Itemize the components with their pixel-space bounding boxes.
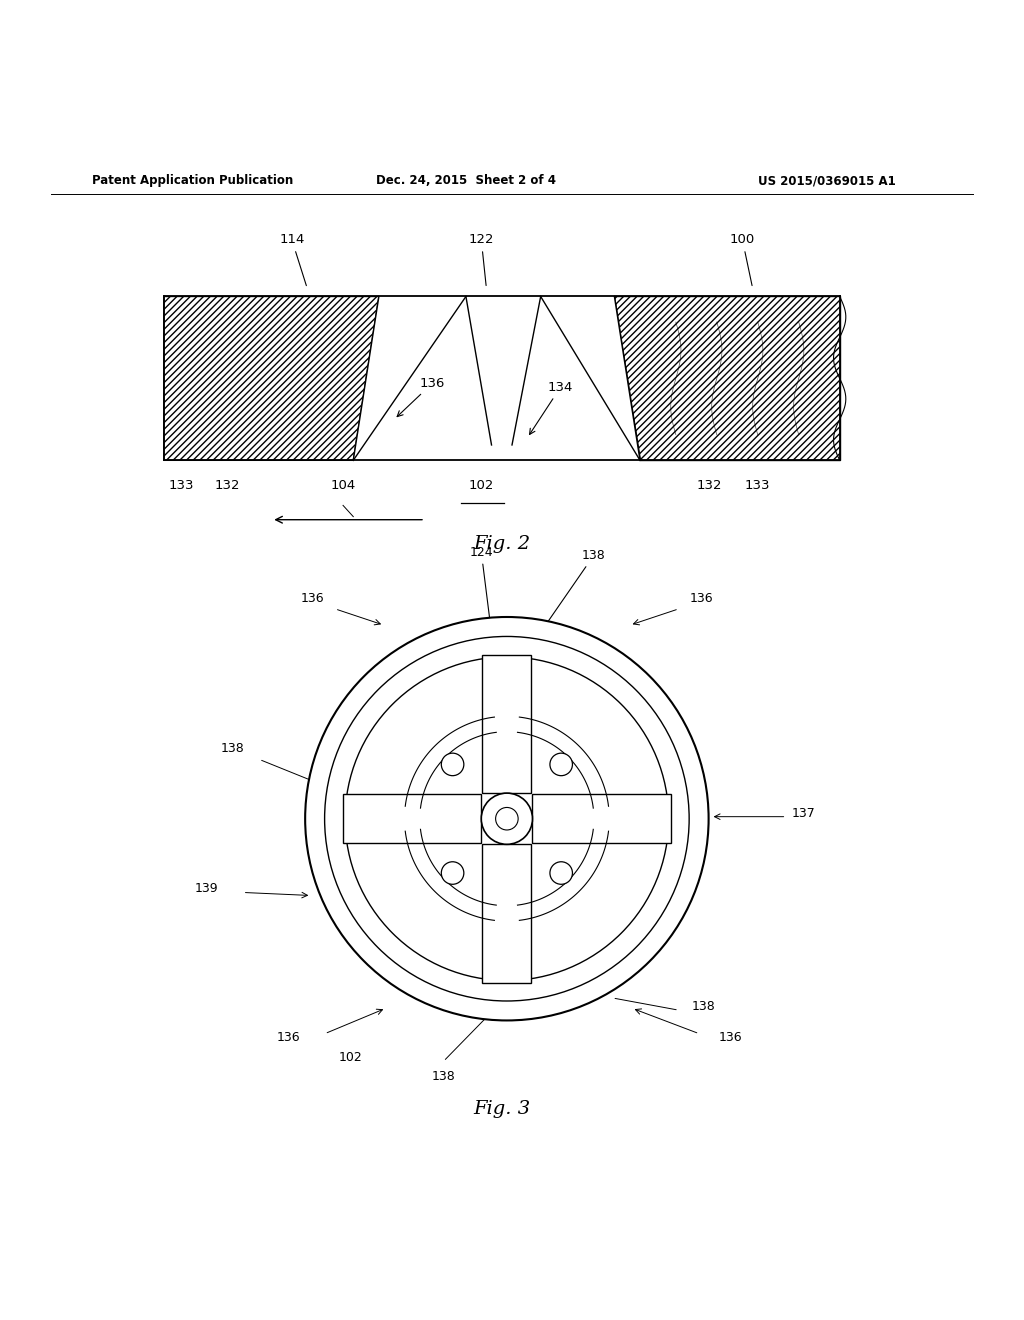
Text: 138: 138	[220, 742, 245, 755]
Text: 104: 104	[331, 479, 355, 492]
Text: 139: 139	[195, 883, 219, 895]
Polygon shape	[353, 297, 640, 461]
Circle shape	[325, 636, 689, 1001]
Text: 138: 138	[431, 1069, 456, 1082]
Circle shape	[441, 862, 464, 884]
Text: US 2015/0369015 A1: US 2015/0369015 A1	[758, 174, 896, 187]
Text: 114: 114	[280, 234, 306, 285]
Circle shape	[481, 793, 532, 845]
Polygon shape	[614, 297, 840, 461]
Text: Fig. 2: Fig. 2	[473, 536, 530, 553]
Text: 138: 138	[691, 1001, 716, 1014]
Text: 135: 135	[577, 777, 599, 791]
Text: 136: 136	[689, 591, 714, 605]
Circle shape	[496, 808, 518, 830]
Text: 100: 100	[730, 234, 755, 285]
Text: 133: 133	[745, 479, 770, 492]
Polygon shape	[482, 655, 531, 793]
Polygon shape	[532, 795, 671, 843]
Text: 120: 120	[568, 847, 591, 861]
Text: Patent Application Publication: Patent Application Publication	[92, 174, 294, 187]
Text: 102: 102	[469, 479, 494, 492]
Text: 134: 134	[529, 380, 573, 434]
Text: 135: 135	[560, 873, 583, 886]
Text: 136: 136	[276, 1031, 301, 1044]
Polygon shape	[482, 845, 531, 982]
Circle shape	[441, 754, 464, 776]
Polygon shape	[343, 795, 481, 843]
Text: 136: 136	[300, 591, 325, 605]
Text: 137: 137	[792, 807, 815, 820]
Text: 138: 138	[538, 549, 606, 638]
Text: 130: 130	[535, 766, 557, 779]
Text: 136: 136	[397, 376, 445, 417]
Text: 124: 124	[469, 545, 494, 631]
Text: 120: 120	[411, 874, 433, 886]
Text: 122: 122	[469, 234, 494, 285]
Text: Fig. 3: Fig. 3	[473, 1100, 530, 1118]
Text: 120: 120	[406, 768, 428, 780]
Circle shape	[345, 657, 669, 981]
Polygon shape	[164, 297, 379, 461]
Circle shape	[305, 616, 709, 1020]
Text: 132: 132	[697, 479, 722, 492]
Text: 102: 102	[338, 1052, 362, 1064]
Circle shape	[550, 862, 572, 884]
Text: 120: 120	[577, 750, 599, 763]
Circle shape	[550, 754, 572, 776]
Text: 132: 132	[215, 479, 240, 492]
Text: 133: 133	[169, 479, 194, 492]
Text: 135: 135	[421, 739, 443, 752]
Text: 136: 136	[718, 1031, 742, 1044]
Text: 135: 135	[422, 847, 444, 861]
Text: Dec. 24, 2015  Sheet 2 of 4: Dec. 24, 2015 Sheet 2 of 4	[376, 174, 556, 187]
